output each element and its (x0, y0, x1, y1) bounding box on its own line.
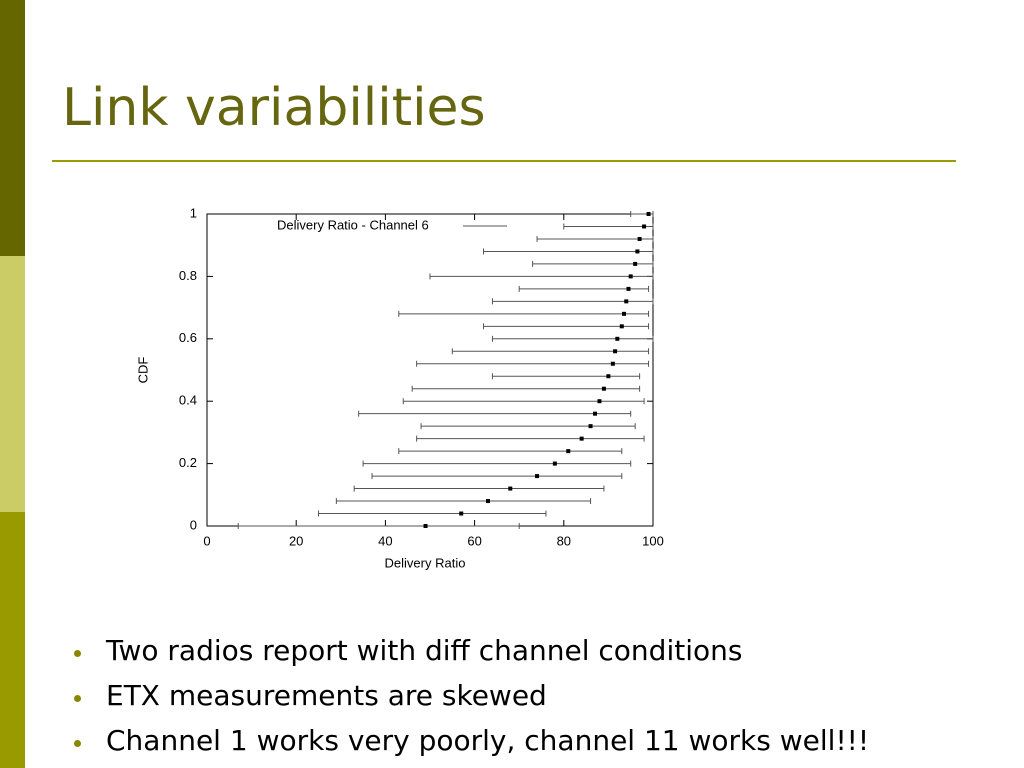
point (626, 286, 631, 291)
point (508, 486, 513, 491)
point (637, 236, 642, 241)
x-tick-label: 40 (378, 533, 392, 548)
point (566, 449, 571, 454)
y-tick-label: 0.4 (179, 393, 197, 408)
point (606, 374, 611, 379)
y-tick-label: 0.2 (179, 455, 197, 470)
point (552, 461, 557, 466)
point (588, 424, 593, 429)
x-tick-label: 80 (557, 533, 571, 548)
y-tick-label: 0.8 (179, 268, 197, 283)
point (535, 474, 540, 479)
point (622, 311, 627, 316)
y-tick-label: 0 (190, 517, 197, 532)
point (423, 524, 428, 528)
x-tick-label: 100 (642, 533, 664, 548)
legend-label: Delivery Ratio - Channel 6 (277, 217, 429, 232)
bullet: ETX measurements are skewed (70, 673, 869, 718)
point (642, 224, 647, 229)
side-bar (0, 256, 25, 512)
point (633, 261, 638, 266)
bullet-list: Two radios report with diff channel cond… (70, 628, 869, 763)
slide-title: Link variabilities (62, 78, 486, 138)
point (485, 499, 490, 504)
side-bar (0, 512, 25, 768)
bullet: Channel 1 works very poorly, channel 11 … (70, 718, 869, 763)
plot-frame (206, 213, 654, 527)
point (615, 336, 620, 341)
y-tick-label: 1 (190, 205, 197, 220)
point (593, 411, 598, 416)
point (613, 349, 618, 354)
y-axis-label: CDF (135, 357, 150, 384)
bullet: Two radios report with diff channel cond… (70, 628, 869, 673)
side-bar (0, 0, 25, 256)
point (628, 274, 633, 279)
point (619, 324, 624, 329)
title-rule (52, 160, 956, 162)
point (597, 399, 602, 404)
point (646, 212, 651, 216)
point (579, 436, 584, 441)
x-tick-label: 0 (203, 533, 210, 548)
y-tick-label: 0.6 (179, 330, 197, 345)
point (601, 386, 606, 391)
point (459, 511, 464, 516)
point (624, 299, 629, 304)
x-tick-label: 20 (289, 533, 303, 548)
point (610, 361, 615, 366)
point (635, 249, 640, 254)
x-axis-label: Delivery Ratio (385, 555, 466, 570)
x-tick-label: 60 (467, 533, 481, 548)
